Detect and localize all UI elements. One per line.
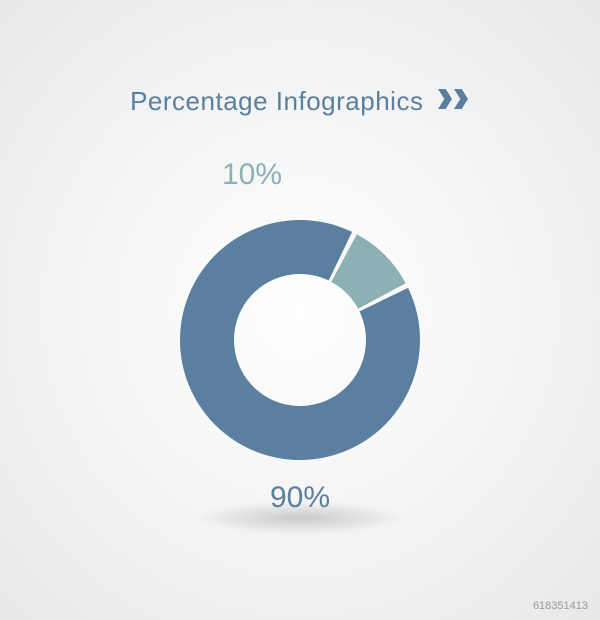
donut-chart [180, 220, 420, 460]
chevrons [438, 89, 470, 114]
slice-label-small: 10% [222, 158, 282, 192]
slice-label-large: 90% [270, 481, 330, 515]
title-row: Percentage Infographics [0, 86, 600, 117]
watermark: 618351413 [533, 600, 588, 612]
chart-title: Percentage Infographics [130, 86, 423, 117]
